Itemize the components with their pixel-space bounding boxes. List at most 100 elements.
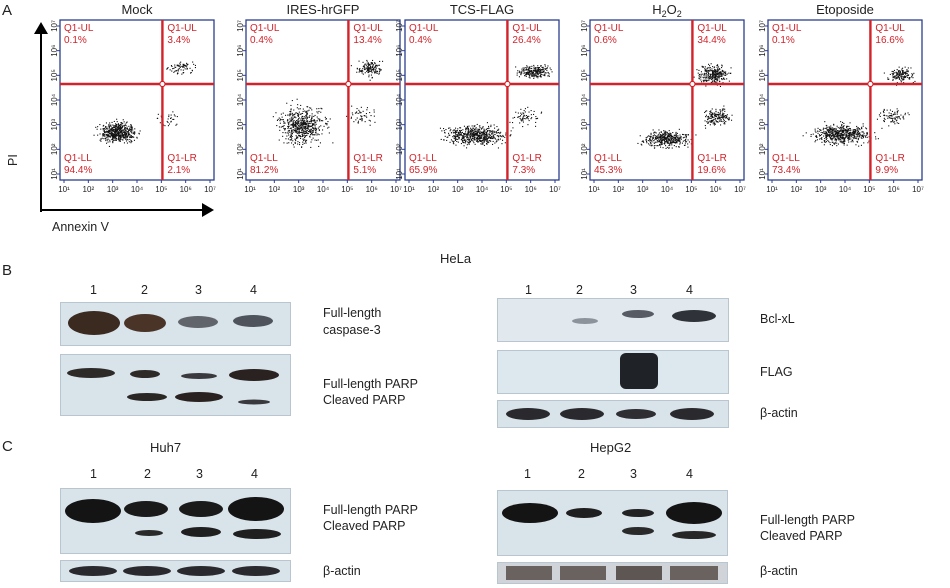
event-dot <box>836 134 838 136</box>
event-dot <box>127 128 129 130</box>
event-dot <box>485 139 487 141</box>
event-dot <box>110 135 112 137</box>
event-dot <box>908 77 910 79</box>
quadrant-ur-pct: 3.4% <box>167 35 190 46</box>
event-dot <box>171 65 173 67</box>
event-dot <box>719 71 721 73</box>
event-dot <box>715 108 717 110</box>
event-dot <box>838 138 840 140</box>
event-dot <box>316 120 318 122</box>
event-dot <box>832 141 834 143</box>
event-dot <box>824 127 826 129</box>
quadrant-ul-pct: 0.1% <box>64 35 87 46</box>
event-dot <box>117 132 119 134</box>
event-dot <box>724 74 726 76</box>
event-dot <box>133 131 135 133</box>
event-dot <box>683 136 685 138</box>
event-dot <box>709 121 711 123</box>
band <box>181 527 221 537</box>
event-dot <box>289 131 291 133</box>
event-dot <box>490 137 492 139</box>
event-dot <box>864 135 866 137</box>
event-dot <box>861 126 863 128</box>
y-tick-label: 10⁵ <box>236 69 245 81</box>
event-dot <box>893 72 895 74</box>
panel-letter-c: C <box>2 438 13 455</box>
event-dot <box>709 114 711 116</box>
event-dot <box>179 65 181 67</box>
event-dot <box>709 69 711 71</box>
event-dot <box>836 138 838 140</box>
event-dot <box>845 129 847 131</box>
event-dot <box>311 139 313 141</box>
event-dot <box>108 126 110 128</box>
event-dot <box>477 138 479 140</box>
y-tick-label: 10² <box>236 143 245 155</box>
event-dot <box>724 116 726 118</box>
event-dot <box>721 116 723 118</box>
event-dot <box>292 114 294 116</box>
event-dot <box>904 66 906 68</box>
event-dot <box>833 131 835 133</box>
event-dot <box>488 136 490 138</box>
event-dot <box>716 73 718 75</box>
event-dot <box>676 140 678 142</box>
event-dot <box>317 133 319 135</box>
event-dot <box>853 133 855 135</box>
event-dot <box>486 143 488 145</box>
event-dot <box>470 127 472 129</box>
event-dot <box>295 125 297 127</box>
event-dot <box>314 126 316 128</box>
event-dot <box>305 141 307 143</box>
quadrant-lr-pct: 9.9% <box>875 165 898 176</box>
event-dot <box>472 129 474 131</box>
event-dot <box>822 129 824 131</box>
event-dot <box>666 135 668 137</box>
event-dot <box>104 126 106 128</box>
event-dot <box>129 129 131 131</box>
event-dot <box>299 132 301 134</box>
event-dot <box>186 64 188 66</box>
event-dot <box>667 135 669 137</box>
event-dot <box>833 134 835 136</box>
event-dot <box>660 135 662 137</box>
event-dot <box>467 131 469 133</box>
event-dot <box>118 136 120 138</box>
event-dot <box>649 140 651 142</box>
event-dot <box>372 64 374 66</box>
event-dot <box>521 113 523 115</box>
event-dot <box>863 142 865 144</box>
event-dot <box>366 116 368 118</box>
event-dot <box>666 138 668 140</box>
event-dot <box>484 139 486 141</box>
event-dot <box>116 138 118 140</box>
event-dot <box>314 120 316 122</box>
event-dot <box>463 138 465 140</box>
event-dot <box>673 145 675 147</box>
x-tick-label: 10¹ <box>766 185 778 194</box>
event-dot <box>367 67 369 69</box>
event-dot <box>704 76 706 78</box>
event-dot <box>113 136 115 138</box>
event-dot <box>670 142 672 144</box>
event-dot <box>710 121 712 123</box>
event-dot <box>887 78 889 80</box>
event-dot <box>895 116 897 118</box>
event-dot <box>295 120 297 122</box>
event-dot <box>279 118 281 120</box>
event-dot <box>900 80 902 82</box>
event-dot <box>131 128 133 130</box>
x-tick-label: 10² <box>791 185 803 194</box>
event-dot <box>480 143 482 145</box>
event-dot <box>646 142 648 144</box>
event-dot <box>367 72 369 74</box>
event-dot <box>705 73 707 75</box>
event-dot <box>526 69 528 71</box>
event-dot <box>675 133 677 135</box>
event-dot <box>171 70 173 72</box>
event-dot <box>832 133 834 135</box>
event-dot <box>673 134 675 136</box>
event-dot <box>888 78 890 80</box>
event-dot <box>303 120 305 122</box>
event-dot <box>855 144 857 146</box>
